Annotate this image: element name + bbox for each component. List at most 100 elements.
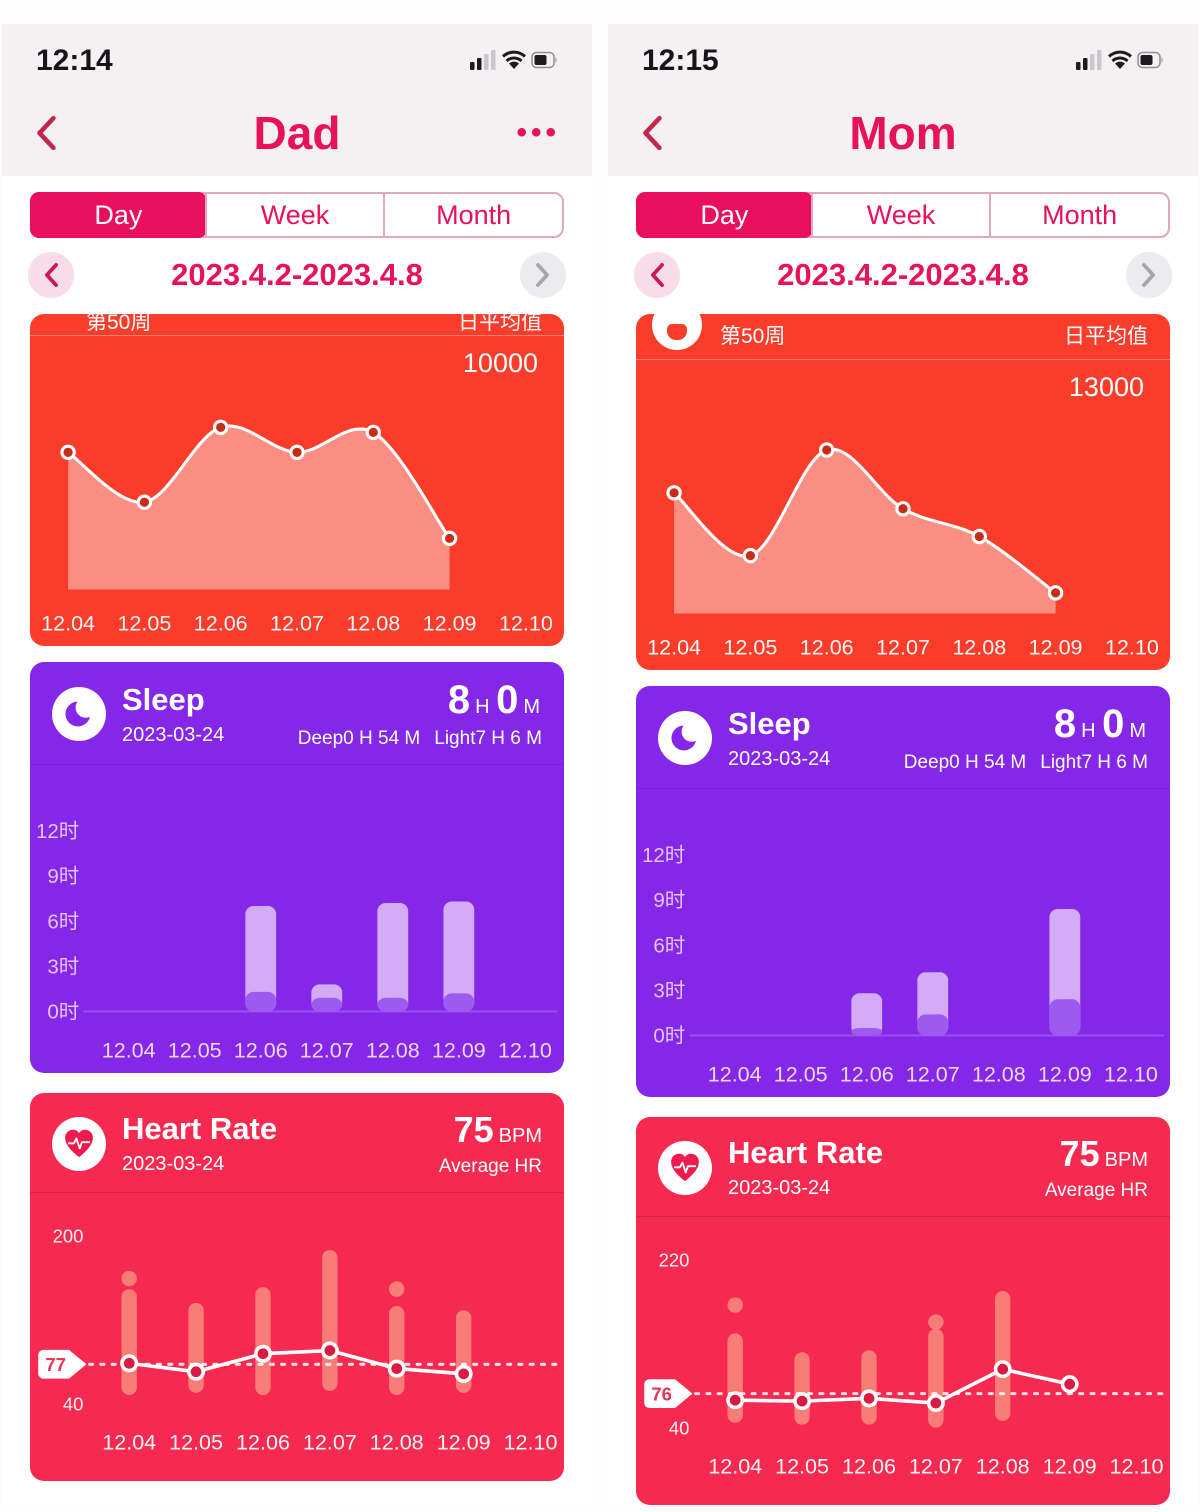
steps-card[interactable]: 第50周 日平均值 13000 12.04 12.05 12.06 12.07 12.0… xyxy=(636,314,1170,670)
phone-screen-dad: 12:14 xyxy=(2,24,592,1505)
svg-text:12.07: 12.07 xyxy=(909,1454,963,1479)
svg-text:6时: 6时 xyxy=(653,934,685,957)
svg-text:12.08: 12.08 xyxy=(370,1430,424,1455)
sleep-moon-icon xyxy=(658,711,712,765)
svg-text:12.06: 12.06 xyxy=(842,1454,896,1479)
svg-text:12.10: 12.10 xyxy=(498,1038,552,1063)
sleep-date: 2023-03-24 xyxy=(122,723,225,746)
svg-text:12.09: 12.09 xyxy=(1043,1454,1097,1479)
svg-text:12.09: 12.09 xyxy=(1029,635,1083,660)
prev-week-button[interactable] xyxy=(634,252,680,298)
svg-text:77: 77 xyxy=(45,1354,66,1375)
tab-month[interactable]: Month xyxy=(989,194,1168,236)
svg-text:12.10: 12.10 xyxy=(1104,1062,1158,1087)
svg-text:76: 76 xyxy=(651,1383,672,1404)
svg-text:12.07: 12.07 xyxy=(906,1062,960,1087)
tab-month[interactable]: Month xyxy=(383,194,562,236)
svg-text:9时: 9时 xyxy=(47,865,79,888)
chevron-right-icon xyxy=(1142,263,1156,287)
svg-text:12.06: 12.06 xyxy=(194,611,248,636)
heart-rate-title: Heart Rate xyxy=(728,1135,884,1171)
svg-text:12.04: 12.04 xyxy=(708,1062,762,1087)
svg-text:12.04: 12.04 xyxy=(102,1038,156,1063)
svg-text:12.09: 12.09 xyxy=(1038,1062,1092,1087)
heart-rate-chart: 200 40 77 12.04 12.05 12.06 12.07 12.08 12.09 12.… xyxy=(38,1225,557,1455)
heart-rate-icon xyxy=(52,1116,106,1171)
sleep-chart: 12时 9时 6时 3时 0时 12.04 12.05 12.06 12.07 12.08 12.0… xyxy=(36,820,558,1063)
average-hr-label: Average HR xyxy=(438,1156,542,1178)
next-week-button[interactable] xyxy=(1125,252,1172,298)
wifi-icon xyxy=(501,50,527,69)
period-tabs: Day Week Month xyxy=(30,192,564,238)
heart-rate-card[interactable]: Heart Rate 2023-03-24 75 BPM Average HR 2… xyxy=(30,1093,564,1481)
heart-rate-chart: 220 40 76 12.04 12.05 12.06 12.07 12.08 12.09 12.… xyxy=(644,1249,1163,1479)
svg-text:220: 220 xyxy=(659,1249,690,1270)
date-range: 2023.4.2-2023.4.8 xyxy=(777,257,1029,292)
prev-week-button[interactable] xyxy=(28,252,74,298)
svg-text:12.05: 12.05 xyxy=(775,1454,829,1479)
heart-rate-card-header: Heart Rate 2023-03-24 75 BPM Average HR xyxy=(636,1117,1170,1218)
sleep-chart: 12时 9时 6时 3时 0时 12.04 12.05 12.06 12.07 12.08 12.0… xyxy=(642,844,1164,1087)
svg-text:12.06: 12.06 xyxy=(800,635,854,660)
svg-text:12.05: 12.05 xyxy=(169,1430,223,1455)
heart-rate-card[interactable]: Heart Rate 2023-03-24 75 BPM Average HR 2… xyxy=(636,1117,1170,1505)
svg-text:12.04: 12.04 xyxy=(708,1454,762,1479)
week-number-label: 第50周 xyxy=(720,325,786,348)
more-options-icon[interactable]: ••• xyxy=(516,116,560,149)
tab-day[interactable]: Day xyxy=(636,192,813,238)
tab-day[interactable]: Day xyxy=(30,192,207,238)
svg-text:6时: 6时 xyxy=(47,910,79,933)
period-tabs: Day Week Month xyxy=(636,192,1170,238)
clock-time: 12:15 xyxy=(642,44,719,77)
svg-text:9时: 9时 xyxy=(653,889,685,912)
svg-text:12.07: 12.07 xyxy=(270,611,324,636)
heart-rate-card-header: Heart Rate 2023-03-24 75 BPM Average HR xyxy=(30,1093,564,1194)
svg-text:12.08: 12.08 xyxy=(972,1062,1026,1087)
steps-icon xyxy=(652,314,702,350)
steps-average-value: 13000 xyxy=(1068,372,1144,402)
back-icon[interactable] xyxy=(34,114,58,152)
svg-text:12.07: 12.07 xyxy=(303,1430,357,1455)
svg-text:12.05: 12.05 xyxy=(168,1038,222,1063)
svg-text:12.05: 12.05 xyxy=(117,611,171,636)
back-icon[interactable] xyxy=(640,114,664,152)
steps-card[interactable]: 第50周 日平均值 10000 12.04 12.05 12.06 12.07 12.0… xyxy=(30,314,564,646)
deep-sleep-value: Deep0 H 54 M xyxy=(297,728,421,749)
top-bars: 12:15 xyxy=(608,24,1198,176)
tab-week[interactable]: Week xyxy=(810,194,990,236)
battery-icon xyxy=(531,51,557,69)
date-range: 2023.4.2-2023.4.8 xyxy=(171,257,423,292)
sleep-moon-icon xyxy=(52,687,106,741)
svg-text:40: 40 xyxy=(669,1418,690,1439)
heart-rate-icon xyxy=(658,1140,712,1195)
deep-sleep-value: Deep0 H 54 M xyxy=(903,752,1027,773)
svg-text:12.06: 12.06 xyxy=(840,1062,894,1087)
svg-text:12.08: 12.08 xyxy=(346,611,400,636)
light-sleep-value: Light7 H 6 M xyxy=(434,728,542,749)
sleep-title: Sleep xyxy=(122,681,205,717)
svg-text:12.10: 12.10 xyxy=(499,611,553,636)
date-navigator: 2023.4.2-2023.4.8 xyxy=(28,248,566,302)
svg-text:12.10: 12.10 xyxy=(1105,635,1159,660)
svg-text:12.09: 12.09 xyxy=(432,1038,486,1063)
daily-average-label: 日平均值 xyxy=(458,314,542,334)
svg-text:3时: 3时 xyxy=(653,979,685,1002)
svg-text:12.05: 12.05 xyxy=(723,635,777,660)
svg-text:12.08: 12.08 xyxy=(976,1454,1030,1479)
svg-text:12.06: 12.06 xyxy=(234,1038,288,1063)
tab-week[interactable]: Week xyxy=(204,194,384,236)
steps-card-header: 第50周 日平均值 xyxy=(30,314,564,336)
next-week-button[interactable] xyxy=(519,252,566,298)
status-icons xyxy=(1076,50,1163,70)
svg-text:12.04: 12.04 xyxy=(41,611,95,636)
clock-time: 12:14 xyxy=(36,44,113,77)
svg-text:12.06: 12.06 xyxy=(236,1430,290,1455)
svg-text:12.09: 12.09 xyxy=(437,1430,491,1455)
cellular-signal-icon xyxy=(470,50,496,70)
